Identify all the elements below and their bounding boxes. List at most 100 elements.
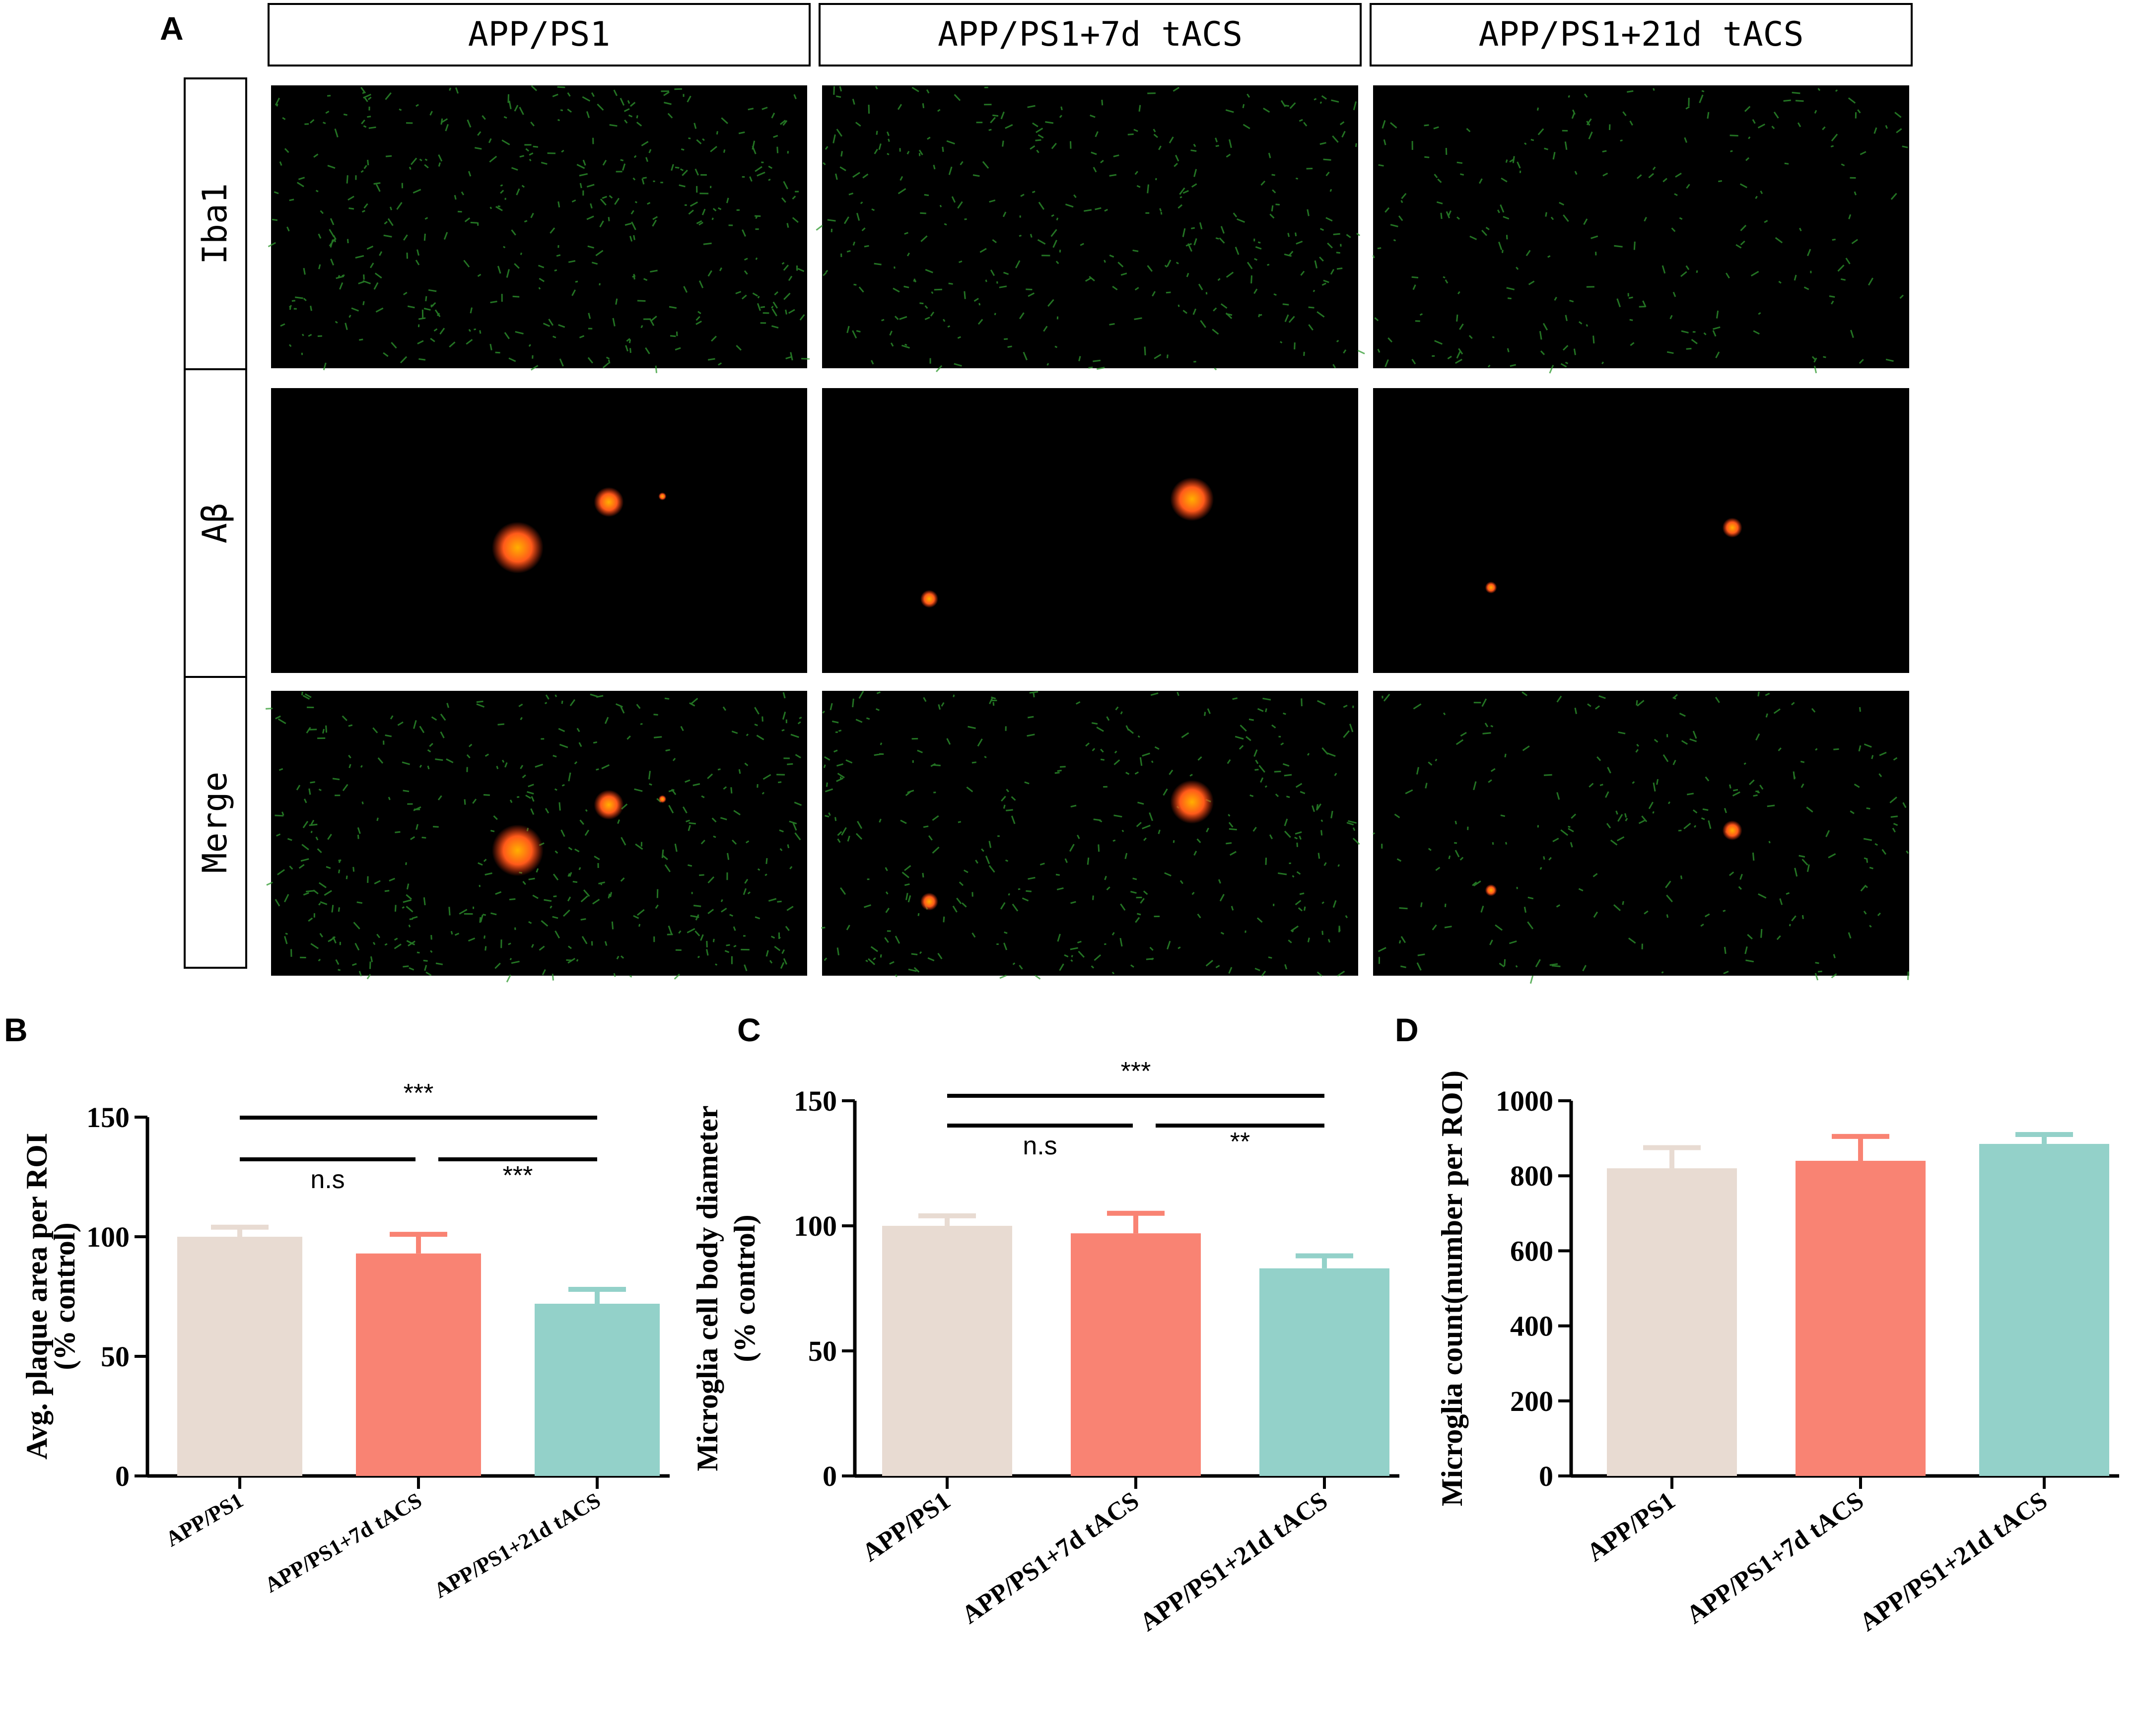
significance-label: n.s bbox=[310, 1165, 345, 1194]
micrograph-3-1 bbox=[266, 691, 807, 983]
micrograph-background bbox=[822, 85, 1358, 368]
column-header-box-3 bbox=[1370, 3, 1913, 67]
x-tick-label: APP/PS1 bbox=[1582, 1486, 1680, 1567]
abeta-plaque bbox=[658, 795, 667, 803]
column-header-box-1 bbox=[268, 3, 811, 67]
micrograph-2-2 bbox=[822, 388, 1358, 673]
micrograph-background bbox=[271, 691, 807, 976]
abeta-plaque bbox=[1170, 780, 1214, 824]
y-axis-label: (% control) bbox=[728, 1214, 761, 1362]
bar-2 bbox=[1071, 1233, 1201, 1476]
x-tick-label: APP/PS1+21d tACS bbox=[1135, 1486, 1333, 1637]
micrograph-background bbox=[1373, 388, 1909, 673]
chart-b: 0 50 100 150 Avg. plaque area per ROI(% cont… bbox=[20, 1079, 670, 1603]
abeta-plaque bbox=[1722, 820, 1742, 841]
y-tick-label: 100 bbox=[794, 1210, 837, 1242]
abeta-plaque bbox=[1485, 581, 1497, 594]
bar-1 bbox=[1607, 1168, 1737, 1476]
significance-label: n.s bbox=[1023, 1132, 1057, 1160]
chart-c: 0 50 100 150 Microglia cell body diameter (% … bbox=[691, 1057, 1399, 1637]
y-axis-label: Avg. plaque area per ROI bbox=[20, 1133, 53, 1460]
y-tick-label: 50 bbox=[101, 1340, 130, 1373]
panel-a-column-headers: APP/PS1 APP/PS1+7d tACS APP/PS1+21d tACS bbox=[268, 3, 1913, 67]
iba1-signal bbox=[816, 86, 1365, 373]
y-tick-label: 150 bbox=[794, 1085, 837, 1117]
y-tick-label: 0 bbox=[1539, 1460, 1553, 1492]
row-label-2: Aβ bbox=[196, 503, 235, 543]
panel-letter-a: A bbox=[160, 10, 184, 47]
bar-1 bbox=[177, 1237, 302, 1476]
micrograph-background bbox=[271, 85, 807, 368]
row-label-box-1 bbox=[184, 77, 247, 370]
bar-2 bbox=[1796, 1160, 1926, 1476]
iba1-signal bbox=[1372, 88, 1908, 374]
iba1-signal bbox=[266, 691, 802, 983]
panel-a-row-labels: Iba1 Aβ Merge bbox=[184, 77, 247, 969]
row-label-box-3 bbox=[184, 676, 247, 969]
x-tick-label: APP/PS1+21d tACS bbox=[430, 1488, 605, 1603]
column-header-3: APP/PS1+21d tACS bbox=[1478, 15, 1803, 54]
bar-3 bbox=[1979, 1143, 2109, 1476]
micrograph-1-2 bbox=[816, 85, 1365, 373]
micrograph-1-1 bbox=[268, 85, 810, 373]
abeta-plaque bbox=[491, 522, 544, 574]
bar-1 bbox=[882, 1226, 1012, 1476]
micrograph-background bbox=[1373, 85, 1909, 368]
micrograph-1-3 bbox=[1372, 85, 1909, 374]
abeta-plaque bbox=[1485, 884, 1497, 896]
x-tick-label: APP/PS1+7d tACS bbox=[261, 1488, 426, 1598]
micrograph-3-3 bbox=[1373, 691, 1909, 984]
x-tick-label: APP/PS1 bbox=[161, 1488, 247, 1551]
abeta-plaque bbox=[1170, 477, 1214, 521]
y-tick-label: 0 bbox=[115, 1460, 130, 1492]
y-tick-label: 150 bbox=[86, 1101, 130, 1134]
significance-label: *** bbox=[503, 1161, 533, 1190]
y-tick-label: 200 bbox=[1510, 1385, 1553, 1417]
iba1-signal bbox=[821, 690, 1360, 980]
y-tick-label: 600 bbox=[1510, 1235, 1553, 1267]
iba1-signal bbox=[268, 85, 810, 373]
micrograph-background bbox=[822, 388, 1358, 673]
row-label-3: Merge bbox=[196, 772, 235, 873]
y-tick-label: 800 bbox=[1510, 1160, 1553, 1192]
chart-d: 0 200 400 600 800 1000 Microglia count(number … bbox=[1436, 1070, 2119, 1637]
panel-letter-d: D bbox=[1395, 1011, 1419, 1048]
panel-letter-b: B bbox=[4, 1011, 28, 1048]
micrograph-2-1 bbox=[271, 388, 807, 673]
y-tick-label: 1000 bbox=[1496, 1085, 1553, 1117]
abeta-plaque bbox=[594, 790, 624, 820]
y-tick-label: 400 bbox=[1510, 1310, 1553, 1342]
column-header-box-2 bbox=[819, 3, 1362, 67]
abeta-plaque bbox=[920, 892, 938, 911]
abeta-plaque bbox=[594, 487, 624, 517]
significance-label: *** bbox=[1121, 1057, 1151, 1086]
abeta-plaque bbox=[920, 590, 938, 608]
y-tick-label: 50 bbox=[808, 1335, 837, 1367]
column-header-1: APP/PS1 bbox=[468, 15, 611, 54]
x-tick-label: APP/PS1+7d tACS bbox=[957, 1486, 1144, 1629]
y-axis-label: Microglia cell body diameter bbox=[691, 1105, 724, 1471]
micrograph-background bbox=[1373, 691, 1909, 976]
y-tick-label: 100 bbox=[86, 1221, 130, 1253]
micrograph-3-2 bbox=[821, 690, 1360, 980]
y-axis-label: (% control) bbox=[48, 1222, 81, 1370]
column-header-2: APP/PS1+7d tACS bbox=[938, 15, 1243, 54]
significance-label: ** bbox=[1230, 1128, 1250, 1156]
y-tick-label: 0 bbox=[823, 1460, 837, 1492]
row-label-1: Iba1 bbox=[196, 183, 235, 265]
bar-2 bbox=[356, 1253, 481, 1476]
micrograph-grid bbox=[266, 85, 1909, 984]
micrograph-background bbox=[271, 388, 807, 673]
x-tick-label: APP/PS1+7d tACS bbox=[1681, 1486, 1869, 1629]
x-tick-label: APP/PS1 bbox=[857, 1486, 956, 1567]
abeta-plaque bbox=[1722, 518, 1742, 538]
abeta-plaque bbox=[491, 824, 544, 876]
significance-label: *** bbox=[404, 1079, 434, 1108]
abeta-plaque bbox=[658, 492, 667, 501]
x-tick-label: APP/PS1+21d tACS bbox=[1855, 1486, 2053, 1637]
micrograph-2-3 bbox=[1373, 388, 1909, 673]
iba1-signal bbox=[1373, 691, 1909, 984]
panel-letter-c: C bbox=[737, 1011, 761, 1048]
y-axis-label: Microglia count(number per ROI) bbox=[1436, 1070, 1468, 1506]
